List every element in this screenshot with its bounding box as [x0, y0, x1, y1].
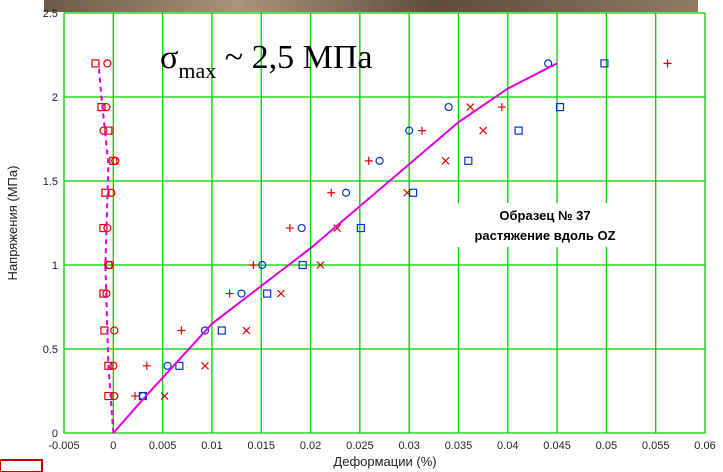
x-tick-label: 0 [110, 440, 116, 452]
point [99, 223, 108, 233]
x-tick-label: 0.01 [201, 440, 222, 452]
y-tick-label: 1.5 [43, 176, 58, 188]
x-tick-label: 0.055 [642, 440, 670, 452]
point [217, 326, 226, 335]
point [327, 188, 336, 197]
point [249, 261, 258, 269]
y-tick-label: 2.5 [43, 8, 58, 20]
point [105, 260, 114, 270]
x-tick-label: 0.015 [247, 440, 275, 452]
x-tick-label: 0.03 [398, 440, 419, 452]
point [444, 102, 453, 112]
x-tick-label: 0.05 [596, 440, 617, 452]
point [408, 188, 418, 197]
y-axis-label: Напряжения (МПа) [5, 166, 20, 281]
point [316, 261, 325, 269]
annotation: Образец № 37 [499, 208, 590, 223]
chart-title: σmax ~ 2,5 МПа [160, 39, 373, 83]
point [514, 126, 523, 135]
point [263, 289, 272, 298]
point [663, 59, 672, 68]
point [99, 126, 108, 135]
point [297, 223, 306, 233]
x-tick-label: 0.045 [543, 440, 571, 452]
title-sigma: σ [160, 39, 178, 76]
point [177, 326, 186, 335]
x-tick-label: -0.005 [48, 440, 79, 452]
point [333, 224, 342, 232]
annotation: растяжение вдоль OZ [474, 228, 615, 243]
x-tick-label: 0.02 [300, 440, 321, 452]
y-tick-label: 0 [52, 428, 58, 440]
point [104, 391, 113, 401]
corner-box [0, 459, 43, 472]
point [111, 156, 120, 165]
point [600, 59, 609, 68]
point [225, 289, 234, 298]
point [258, 260, 267, 270]
point [101, 188, 110, 197]
point [107, 188, 116, 197]
fit-line [97, 63, 115, 434]
point [364, 156, 373, 165]
point [341, 188, 351, 197]
point [163, 361, 172, 370]
point [466, 103, 475, 112]
title-rest: ~ 2,5 МПа [216, 39, 372, 76]
point [175, 361, 184, 370]
point [237, 289, 246, 298]
point [131, 392, 140, 401]
point [160, 392, 169, 400]
y-tick-label: 2 [52, 92, 58, 104]
annotation-box [440, 203, 650, 247]
point [110, 326, 119, 335]
photo-strip [44, 0, 698, 12]
x-tick-label: 0.04 [497, 440, 518, 452]
point [201, 361, 209, 370]
point [464, 156, 473, 165]
point [242, 326, 251, 335]
point [479, 126, 488, 135]
y-tick-label: 0.5 [43, 344, 58, 356]
point [356, 223, 365, 233]
point [298, 260, 307, 270]
point [97, 102, 106, 112]
point [285, 224, 294, 233]
x-axis-label: Деформации (%) [333, 454, 436, 469]
x-tick-label: 0.025 [346, 440, 374, 452]
y-tick-label: 1 [52, 260, 58, 272]
point [405, 126, 414, 135]
point [103, 59, 112, 68]
x-tick-label: 0.06 [694, 440, 715, 452]
point [441, 156, 450, 165]
title-sub: max [178, 58, 216, 83]
x-tick-label: 0.005 [149, 440, 177, 452]
point [417, 126, 426, 135]
marks [91, 59, 672, 434]
fit-line [112, 62, 558, 434]
point [109, 361, 118, 370]
point [555, 102, 565, 112]
x-tick-label: 0.035 [445, 440, 473, 452]
point [200, 326, 210, 335]
point [497, 103, 506, 112]
point [277, 289, 285, 298]
point [104, 126, 113, 135]
point [142, 361, 151, 370]
point [375, 156, 384, 165]
